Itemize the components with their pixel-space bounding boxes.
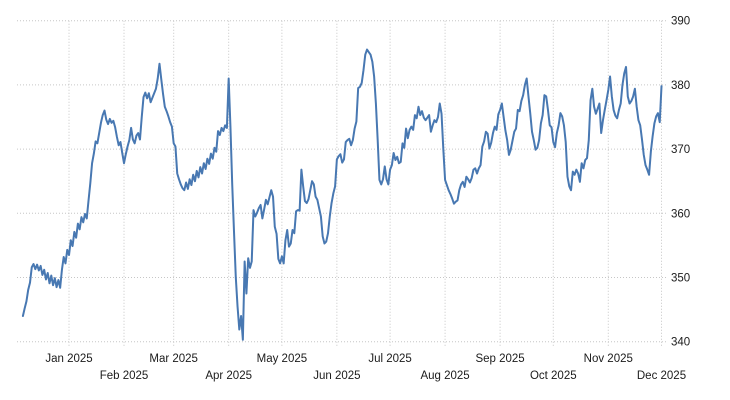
y-tick-label: 350 bbox=[671, 273, 690, 285]
y-tick-label: 380 bbox=[671, 80, 690, 92]
x-tick-label: Jun 2025 bbox=[313, 370, 360, 382]
x-tick-label: Jan 2025 bbox=[45, 353, 92, 365]
x-tick-label: Apr 2025 bbox=[205, 370, 252, 382]
y-tick-label: 390 bbox=[671, 16, 690, 28]
x-tick-label: Nov 2025 bbox=[584, 353, 633, 365]
x-tick-label: May 2025 bbox=[257, 353, 308, 365]
y-tick-label: 360 bbox=[671, 208, 690, 220]
y-tick-label: 370 bbox=[671, 144, 690, 156]
y-axis-labels: 390 380 370 360 350 340 bbox=[671, 16, 690, 349]
x-tick-label: Jul 2025 bbox=[368, 353, 411, 365]
series-lines bbox=[21, 48, 663, 341]
x-tick-label: Mar 2025 bbox=[149, 353, 198, 365]
x-tick-label: Oct 2025 bbox=[530, 370, 577, 382]
x-tick-label: Feb 2025 bbox=[100, 370, 149, 382]
x-tick-label: Aug 2025 bbox=[420, 370, 469, 382]
gridlines bbox=[17, 20, 666, 346]
y-tick-label: 340 bbox=[671, 337, 690, 349]
x-tick-label: Sep 2025 bbox=[475, 353, 524, 365]
price-line bbox=[21, 48, 663, 341]
x-tick-label: Dec 2025 bbox=[637, 370, 686, 382]
